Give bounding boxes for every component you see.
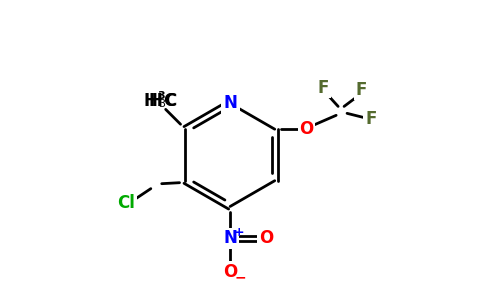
Text: C: C bbox=[164, 92, 176, 110]
Text: O: O bbox=[223, 263, 237, 281]
Text: −: − bbox=[234, 271, 246, 285]
Text: Cl: Cl bbox=[117, 194, 135, 212]
Text: C: C bbox=[164, 92, 176, 110]
Text: O: O bbox=[258, 229, 273, 247]
Text: +: + bbox=[234, 226, 244, 239]
Text: H: H bbox=[149, 92, 163, 110]
Text: 3: 3 bbox=[158, 99, 165, 110]
Text: F: F bbox=[355, 81, 366, 99]
Text: F: F bbox=[365, 110, 377, 128]
Text: N: N bbox=[223, 94, 237, 112]
Text: N: N bbox=[223, 229, 237, 247]
Text: O: O bbox=[299, 120, 314, 138]
Text: H: H bbox=[144, 92, 158, 110]
Text: 3: 3 bbox=[158, 92, 166, 101]
Text: F: F bbox=[318, 79, 329, 97]
